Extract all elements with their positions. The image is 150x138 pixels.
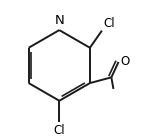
Text: Cl: Cl [54,124,65,137]
Text: Cl: Cl [103,17,115,30]
Text: N: N [54,14,64,27]
Text: O: O [120,55,129,68]
